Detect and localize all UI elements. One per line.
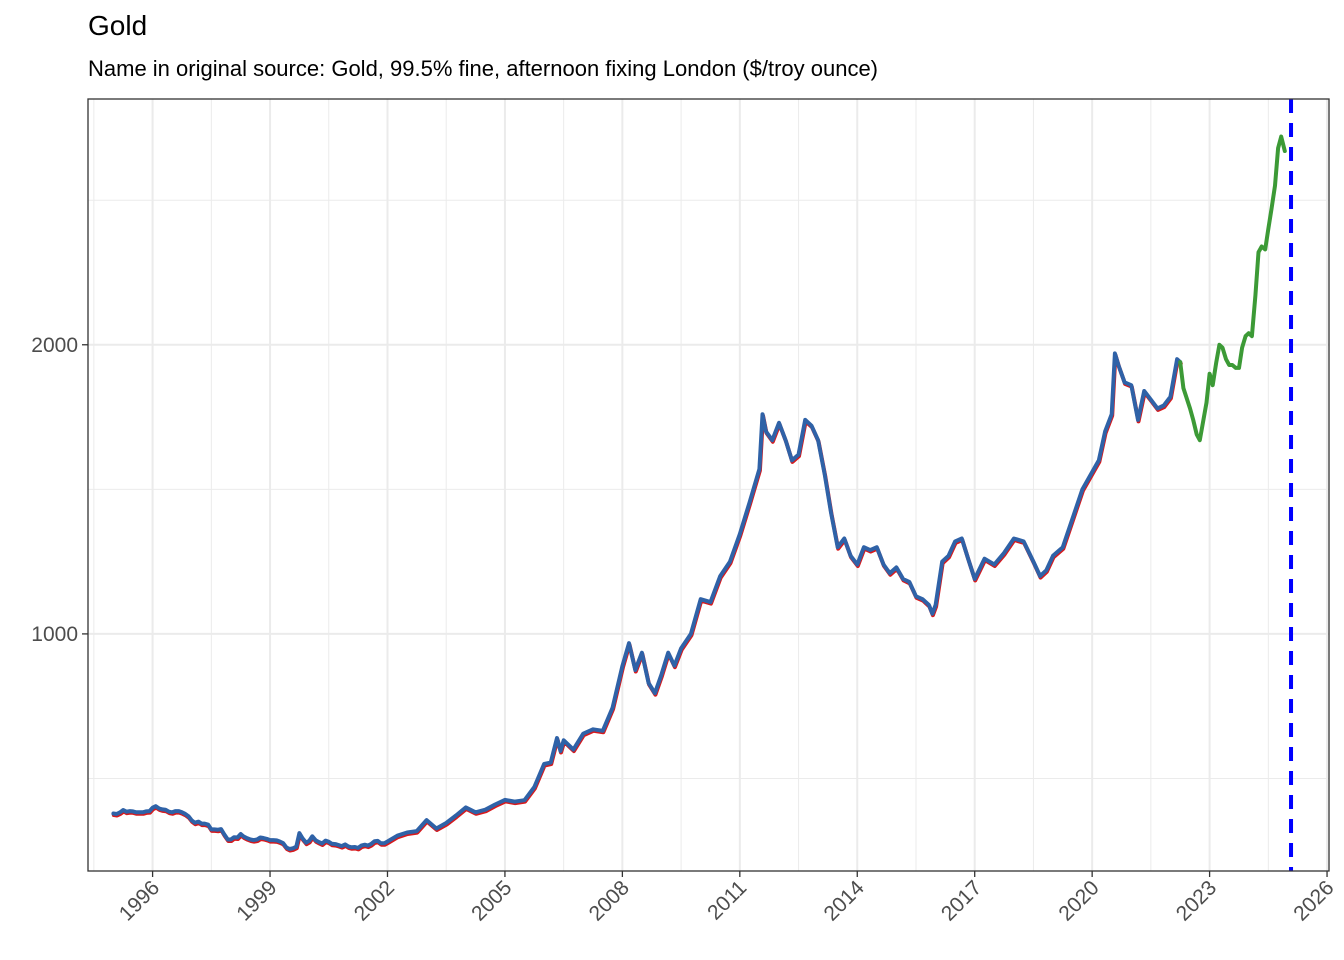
- x-tick-label: 2008: [585, 876, 634, 925]
- y-axis: 1000 2000: [31, 334, 88, 646]
- chart-title: Gold: [88, 10, 148, 41]
- y-tick-label: 1000: [31, 623, 78, 646]
- x-axis: 1996 1999 2002 2005 2008 2011 2014 2017 2020 2023…: [115, 871, 1339, 926]
- x-tick-label: 2026: [1289, 876, 1338, 925]
- x-tick-label: 2014: [820, 876, 870, 926]
- forecast-series-line: [1178, 134, 1287, 443]
- x-tick-label: 2017: [937, 876, 986, 925]
- y-tick-label: 2000: [31, 334, 78, 357]
- minor-gridlines: [88, 99, 1329, 871]
- major-gridlines: [88, 99, 1329, 871]
- x-tick-label: 1999: [232, 876, 281, 925]
- x-tick-label: 2011: [703, 876, 751, 924]
- x-tick-label: 1996: [115, 876, 164, 925]
- x-tick-label: 2020: [1054, 876, 1103, 925]
- x-tick-label: 2002: [350, 876, 399, 925]
- actual-series-line: [111, 351, 1183, 851]
- x-tick-label: 2023: [1172, 876, 1221, 925]
- revised-series-line: [111, 352, 1183, 853]
- plot-panel-border: [87, 98, 1330, 872]
- x-tick-label: 2005: [467, 876, 516, 925]
- chart-subtitle: Name in original source: Gold, 99.5% fin…: [88, 56, 879, 81]
- series-lines: [111, 134, 1287, 853]
